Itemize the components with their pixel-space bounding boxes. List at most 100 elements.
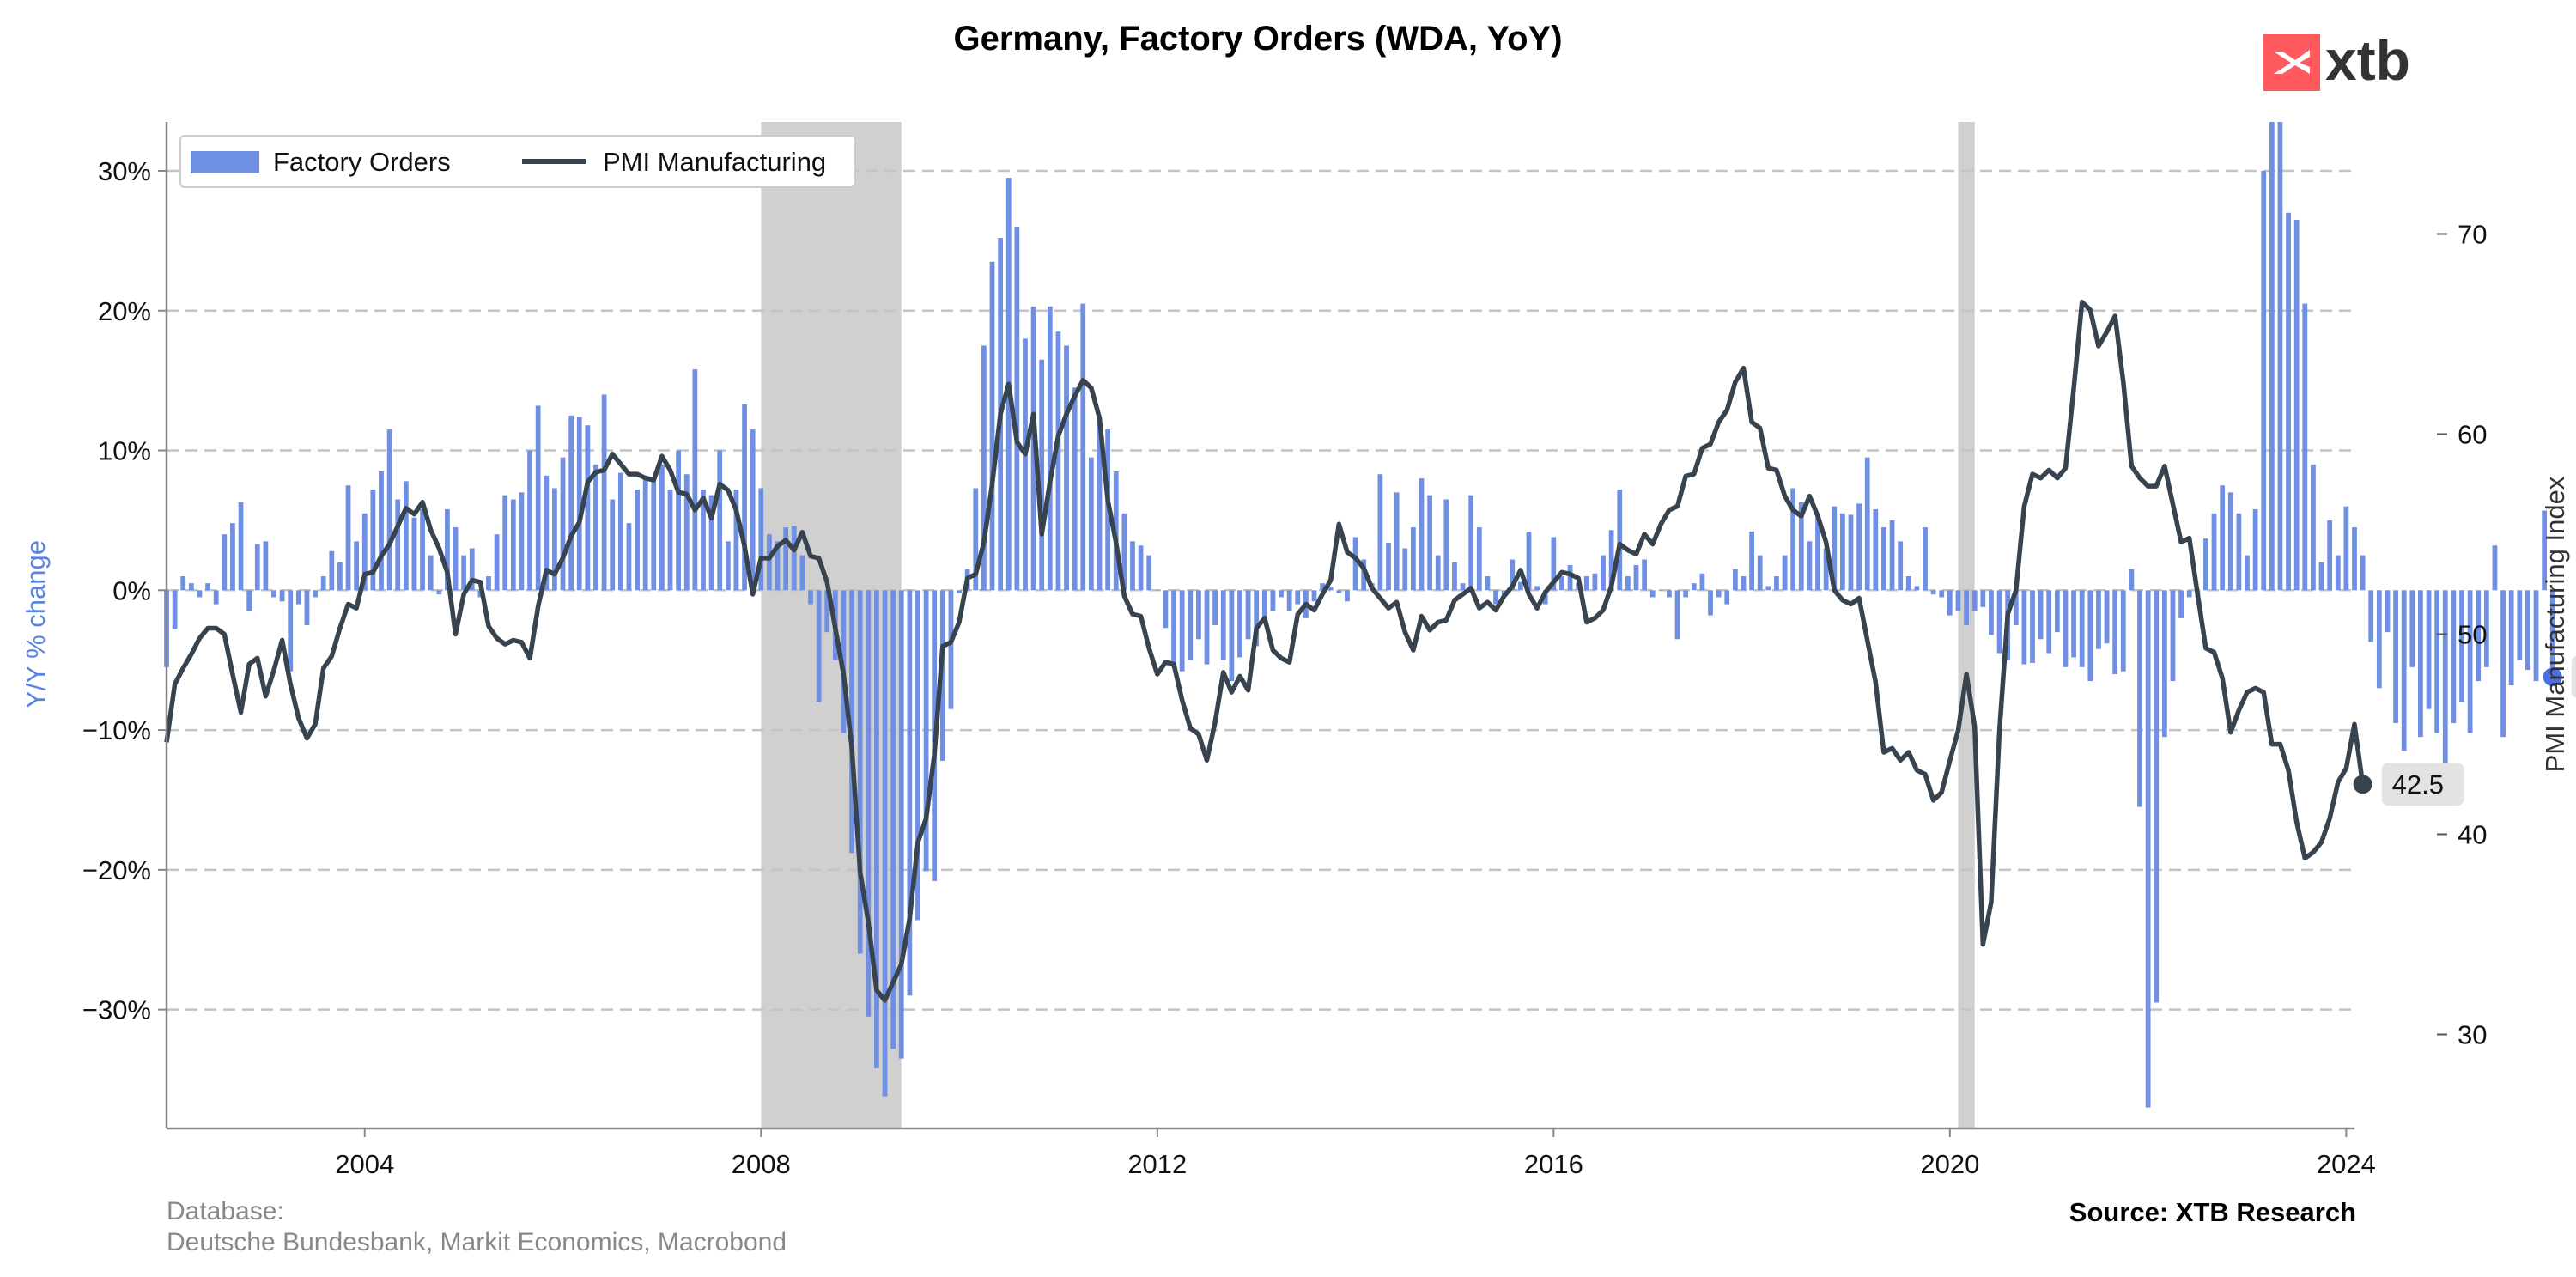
right-tick-label: 30 (2458, 1019, 2487, 1049)
factory-orders-bar (2021, 590, 2027, 665)
factory-orders-bar (1964, 590, 1969, 625)
factory-orders-bar (2418, 590, 2423, 738)
factory-orders-bar (568, 415, 574, 591)
factory-orders-bar (2104, 590, 2110, 644)
factory-orders-bar (1286, 590, 1292, 611)
factory-orders-bar (2203, 538, 2208, 591)
factory-orders-bar (1757, 555, 1763, 591)
factory-orders-bar (1452, 562, 1457, 591)
factory-orders-bar (701, 490, 706, 591)
left-tick-label: −10% (82, 715, 151, 745)
factory-orders-bar (1047, 306, 1053, 591)
factory-orders-bar (361, 513, 368, 591)
factory-orders-bar (2245, 555, 2250, 591)
factory-orders-bar (1980, 590, 1986, 607)
factory-orders-bar (1014, 227, 1020, 591)
factory-orders-bar (733, 490, 739, 591)
factory-orders-bar (2459, 590, 2464, 702)
source-label: Source: XTB Research (2069, 1197, 2356, 1227)
factory-orders-bar (1023, 338, 1028, 591)
factory-orders-bar (808, 590, 813, 605)
factory-orders-bar (519, 492, 525, 591)
factory-orders-bar (1881, 527, 1886, 591)
factory-orders-bar (1699, 573, 1705, 591)
factory-orders-bar (1419, 478, 1425, 591)
factory-orders-bar (535, 405, 541, 591)
factory-orders-bar (758, 488, 764, 591)
factory-orders-bar (1501, 590, 1507, 595)
factory-orders-bar (1377, 474, 1383, 591)
factory-orders-bar (411, 517, 417, 591)
factory-orders-bar (593, 464, 598, 591)
factory-orders-bar (601, 394, 607, 591)
factory-orders-bar (1361, 559, 1367, 591)
factory-orders-bar (2161, 590, 2167, 738)
factory-orders-bar (1279, 590, 1284, 598)
factory-orders-bar (775, 541, 781, 591)
factory-orders-bar (617, 472, 623, 591)
left-tick-label: 20% (98, 296, 151, 326)
right-tick-label: 60 (2458, 419, 2487, 449)
factory-orders-bar (1493, 590, 1498, 605)
factory-orders-bar (2261, 170, 2267, 591)
factory-orders-bar (461, 555, 467, 591)
factory-orders-bar (2211, 513, 2217, 591)
factory-orders-bar (1971, 590, 1978, 611)
factory-orders-bar (1146, 555, 1152, 591)
legend-box (179, 135, 856, 188)
factory-orders-bar (2508, 590, 2514, 685)
factory-orders-bar (2318, 562, 2324, 591)
factory-orders-bar (295, 590, 301, 605)
factory-orders-bar (1823, 548, 1829, 591)
left-tick-label: 0% (112, 575, 151, 605)
factory-orders-bar (2236, 513, 2242, 591)
factory-orders-bar (890, 590, 896, 1049)
xtb-logo-text: xtb (2325, 28, 2410, 92)
factory-orders-bar (1188, 590, 1194, 660)
factory-orders-bar (502, 495, 508, 591)
factory-orders-bar (2046, 590, 2052, 654)
xtb-logo: xtb (2263, 28, 2410, 92)
factory-orders-bar (230, 523, 235, 591)
factory-orders-bar (1724, 590, 1730, 605)
factory-orders-bar (2252, 508, 2258, 591)
factory-orders-bar (1930, 590, 1936, 595)
factory-orders-bar (403, 481, 409, 591)
factory-orders-bar (1741, 576, 1747, 591)
factory-orders-bar (1443, 499, 1449, 591)
factory-orders-bar (329, 550, 335, 591)
pmi-end-label: 42.5 (2392, 769, 2444, 800)
factory-orders-bar (1667, 590, 1672, 598)
database-sources: Deutsche Bundesbank, Markit Economics, M… (167, 1228, 787, 1256)
legend: Factory Orders PMI Manufacturing (179, 135, 856, 188)
pmi-line-layer (164, 299, 2366, 1003)
factory-orders-bar (799, 555, 805, 591)
factory-orders-bar (313, 590, 318, 598)
factory-orders-bar (1517, 581, 1523, 591)
factory-orders-bar (2137, 590, 2142, 807)
factory-orders-bar (923, 590, 929, 872)
factory-orders-bar (304, 590, 310, 625)
factory-orders-bar (857, 590, 863, 954)
factory-orders-bar (692, 369, 698, 591)
factory-orders-bar (2293, 219, 2300, 591)
factory-orders-bar (1336, 590, 1342, 593)
factory-orders-bar (1617, 490, 1623, 591)
left-tick-label: 30% (98, 156, 151, 186)
factory-orders-bar (2549, 590, 2555, 678)
factory-orders-bar (849, 590, 854, 854)
factory-orders-bar (1989, 590, 1994, 635)
factory-orders-bar (172, 590, 178, 629)
factory-orders-bar (1072, 387, 1078, 591)
factory-orders-bar (1889, 520, 1895, 591)
factory-orders-bar (1782, 555, 1788, 591)
factory-orders-bar (320, 576, 326, 591)
factory-orders-bar (2401, 590, 2407, 751)
factory-orders-bar (1708, 590, 1713, 616)
factory-orders-bar (213, 590, 219, 605)
factory-orders-bar (874, 590, 879, 1069)
factory-orders-bar (2154, 590, 2160, 1003)
factory-orders-bar (1039, 359, 1045, 591)
factory-orders-bars (164, 122, 2555, 1108)
